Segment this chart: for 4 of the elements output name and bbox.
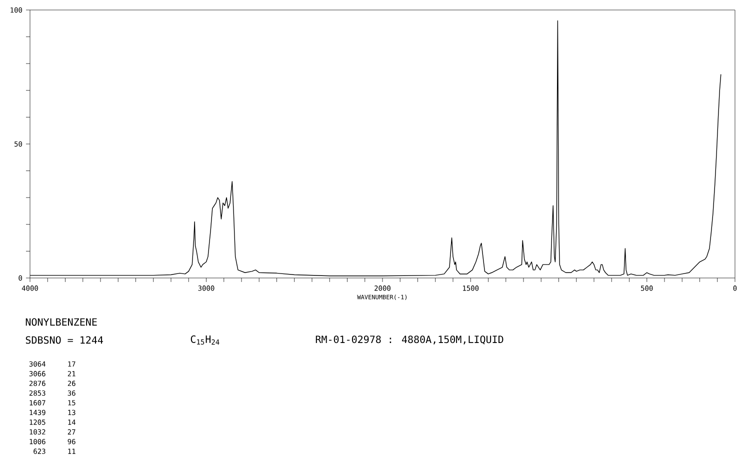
text: C$_{15}$H$_{24}$ — [190, 335, 220, 345]
text: SDBSNO = 1244 — [26, 336, 103, 344]
text: NONYLBENZENE — [26, 318, 97, 326]
text: RM-01-02978 : 4880A,150M,LIQUID — [316, 336, 504, 344]
